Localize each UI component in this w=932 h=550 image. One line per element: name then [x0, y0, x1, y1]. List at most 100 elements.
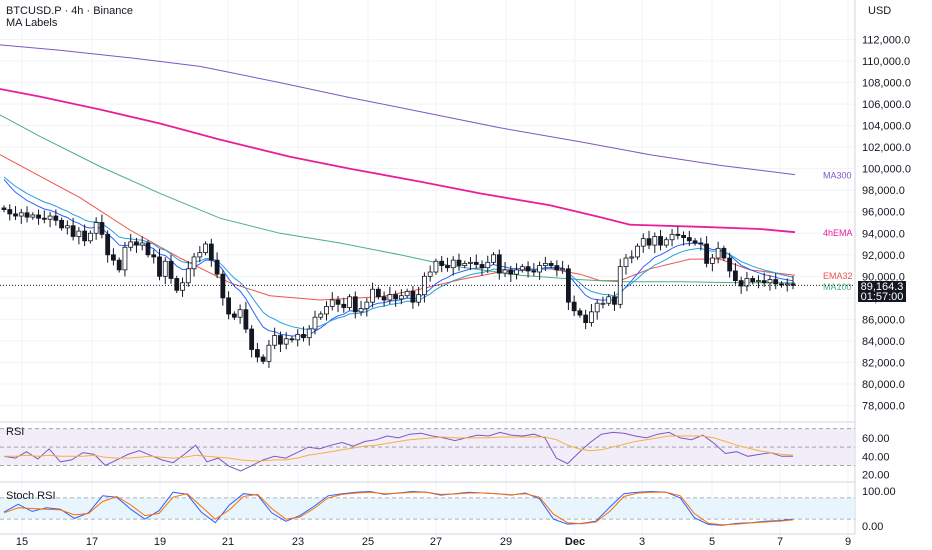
candle-up [635, 245, 640, 258]
candle-down [36, 214, 41, 219]
candle-up [600, 302, 606, 305]
candle-down [249, 328, 255, 350]
candle-up [767, 279, 773, 284]
candle-down [82, 230, 88, 242]
rsi-line [3, 431, 793, 472]
candle-up [589, 311, 594, 324]
candle-up [652, 236, 658, 246]
candle-up [537, 265, 542, 273]
candle-down [53, 215, 59, 221]
candle-up [450, 259, 456, 269]
candle-down [675, 233, 681, 236]
candle-down [301, 334, 306, 339]
candle-up [237, 309, 243, 318]
candle-down [174, 278, 180, 291]
candle-down [721, 247, 727, 259]
price-tick-label: 96,000.0 [862, 207, 905, 219]
candle-down [99, 222, 105, 235]
price-tick-label: 108,000.0 [862, 78, 911, 90]
candle-down [24, 212, 30, 218]
candle-up [606, 296, 612, 304]
candle-up [663, 239, 669, 246]
candle-up [629, 256, 635, 259]
candle-down [157, 256, 162, 277]
candle-down [145, 242, 151, 256]
price-tick-label: 80,000.0 [862, 379, 905, 391]
ma-line-ma100 [0, 114, 795, 284]
indicator-legend-ma-labels[interactable]: MA Labels [6, 17, 58, 29]
price-tick-label: 98,000.0 [862, 185, 905, 197]
candle-up [185, 268, 191, 284]
candle-down [508, 269, 514, 275]
candle-down [410, 290, 416, 303]
time-tick-label: 9 [845, 536, 851, 548]
candle-up [306, 328, 312, 339]
price-tick-label: 94,000.0 [862, 228, 905, 240]
candle-down [583, 314, 589, 324]
candle-up [347, 296, 352, 308]
candle-up [162, 260, 168, 277]
candle-up [404, 290, 410, 297]
candle-down [278, 335, 283, 345]
candle-up [122, 246, 128, 271]
candle-down [473, 261, 479, 265]
rsi-tick-label: 60.00 [862, 433, 890, 445]
candle-down [352, 296, 358, 313]
candle-up [744, 278, 750, 287]
candle-up [312, 316, 318, 330]
candle-down [571, 301, 577, 312]
candle-up [560, 268, 566, 271]
fast-ema-1-line [3, 179, 794, 337]
time-tick-label: 19 [154, 536, 166, 548]
candle-up [398, 295, 404, 300]
candle-up [669, 233, 675, 241]
candle-down [220, 273, 226, 299]
candle-up [427, 271, 433, 277]
price-tick-label: 86,000.0 [862, 314, 905, 326]
candle-down [381, 296, 387, 301]
price-tick-label: 90,000.0 [862, 271, 905, 283]
candle-down [214, 259, 220, 275]
candle-down [554, 265, 560, 271]
candle-down [658, 236, 663, 246]
candle-down [681, 235, 686, 238]
candlestick-series [0, 204, 855, 368]
stoch-rsi-pane-title[interactable]: Stoch RSI [6, 490, 56, 502]
candle-down [375, 288, 381, 298]
candle-up [502, 269, 508, 274]
candle-up [283, 338, 289, 345]
rsi-pane-title[interactable]: RSI [6, 426, 25, 438]
ma-line-ma300 [0, 44, 796, 176]
ma-label-ema32: EMA32 [823, 271, 853, 281]
price-tick-label: 92,000.0 [862, 250, 905, 262]
candle-down [168, 260, 174, 279]
candle-up [715, 247, 721, 259]
candle-down [226, 297, 232, 315]
candle-up [364, 301, 370, 310]
ma-line-4hema [0, 88, 796, 234]
candle-up [197, 252, 203, 258]
price-tick-label: 112,000.0 [862, 35, 910, 47]
candle-up [272, 335, 278, 346]
candle-down [565, 268, 571, 303]
time-tick-label: 5 [709, 536, 715, 548]
stoch-tick-label: 0.00 [862, 521, 883, 533]
candle-up [358, 308, 364, 313]
candle-up [594, 302, 600, 313]
time-tick-label: Dec [565, 536, 585, 548]
candle-up [266, 344, 272, 362]
candle-down [341, 303, 347, 308]
candle-down [41, 217, 47, 220]
currency-label: USD [868, 5, 892, 17]
candle-up [514, 269, 519, 275]
candle-down [105, 233, 111, 256]
candle-up [93, 222, 99, 234]
candle-down [692, 240, 698, 244]
candle-up [519, 266, 525, 271]
candle-up [87, 232, 93, 242]
candle-up [756, 280, 761, 283]
candle-down [116, 259, 122, 271]
candle-down [686, 237, 692, 242]
candle-down [738, 280, 744, 287]
